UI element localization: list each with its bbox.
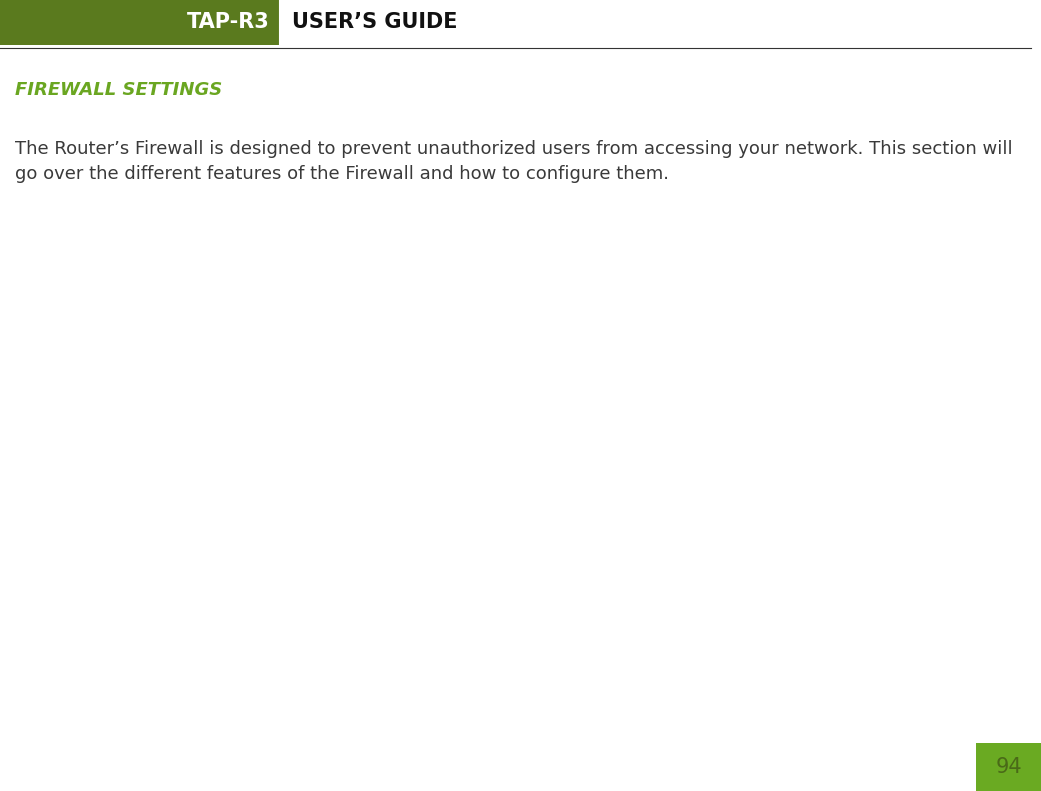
Bar [0, 0, 280, 45]
Bar [976, 743, 1041, 791]
Text: USER’S GUIDE: USER’S GUIDE [291, 13, 457, 32]
Text: FIREWALL SETTINGS: FIREWALL SETTINGS [15, 81, 222, 99]
Text: TAP-R3: TAP-R3 [187, 13, 270, 32]
Text: The Router’s Firewall is designed to prevent unauthorized users from accessing y: The Router’s Firewall is designed to pre… [15, 140, 1013, 158]
Text: go over the different features of the Firewall and how to configure them.: go over the different features of the Fi… [15, 165, 669, 183]
Text: 94: 94 [995, 757, 1022, 777]
